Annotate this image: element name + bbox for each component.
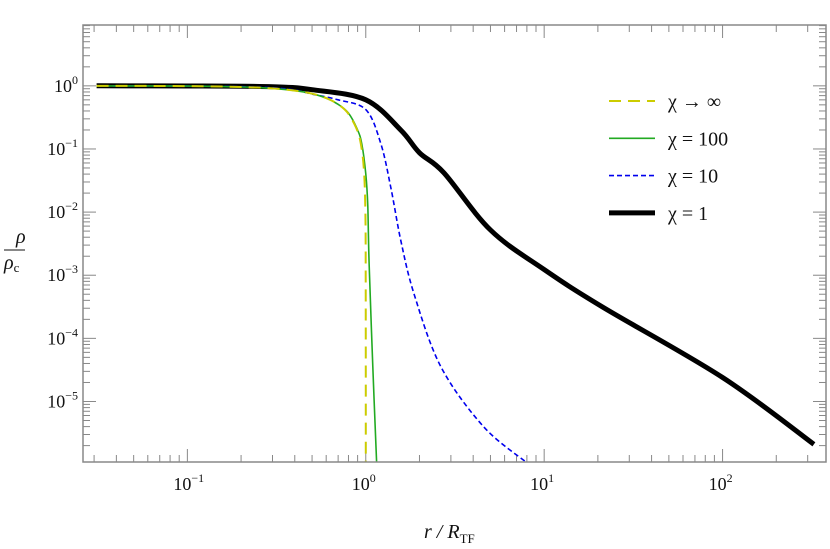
x-tick-label: 100 [352, 471, 376, 494]
y-axis-label-denominator: ρc [3, 252, 20, 275]
y-axis-label-numerator: ρ [15, 226, 26, 248]
y-axis-label: ρ ρc [3, 226, 26, 275]
y-tick-label: 10−3 [47, 262, 78, 285]
y-axis-label-denominator-symbol: ρ [3, 252, 14, 274]
x-tick-labels: 10−1 100 101 102 [173, 471, 732, 494]
series-line [96, 84, 367, 463]
y-tick-label: 10−1 [47, 136, 78, 159]
legend-label: χ = 100 [667, 128, 728, 150]
y-tick-labels: 100 10−1 10−2 10−3 10−4 10−5 [47, 73, 78, 412]
series-line [96, 83, 816, 447]
y-tick-label: 10−4 [47, 325, 78, 348]
x-axis-label-main: r / R [424, 521, 460, 543]
x-tick-label: 102 [709, 471, 733, 494]
legend-label: χ → ∞ [667, 91, 721, 113]
legend: χ → ∞ χ = 100 χ = 10 χ = 1 [609, 91, 728, 225]
series-line [96, 85, 378, 463]
x-tick-label: 101 [530, 471, 554, 494]
x-axis-label-sub: TF [460, 531, 475, 546]
legend-label: χ = 1 [667, 203, 708, 225]
x-tick-label: 10−1 [173, 471, 204, 494]
x-axis-label: r / RTF [424, 521, 475, 546]
y-tick-label: 10−5 [47, 388, 78, 411]
plot-curves [96, 83, 816, 463]
legend-label: χ = 10 [667, 166, 718, 188]
plot-frame [82, 24, 827, 463]
y-axis-label-denominator-sub: c [14, 260, 20, 275]
y-tick-label: 100 [54, 73, 78, 96]
y-tick-label: 10−2 [47, 199, 78, 222]
series-line [96, 85, 527, 463]
